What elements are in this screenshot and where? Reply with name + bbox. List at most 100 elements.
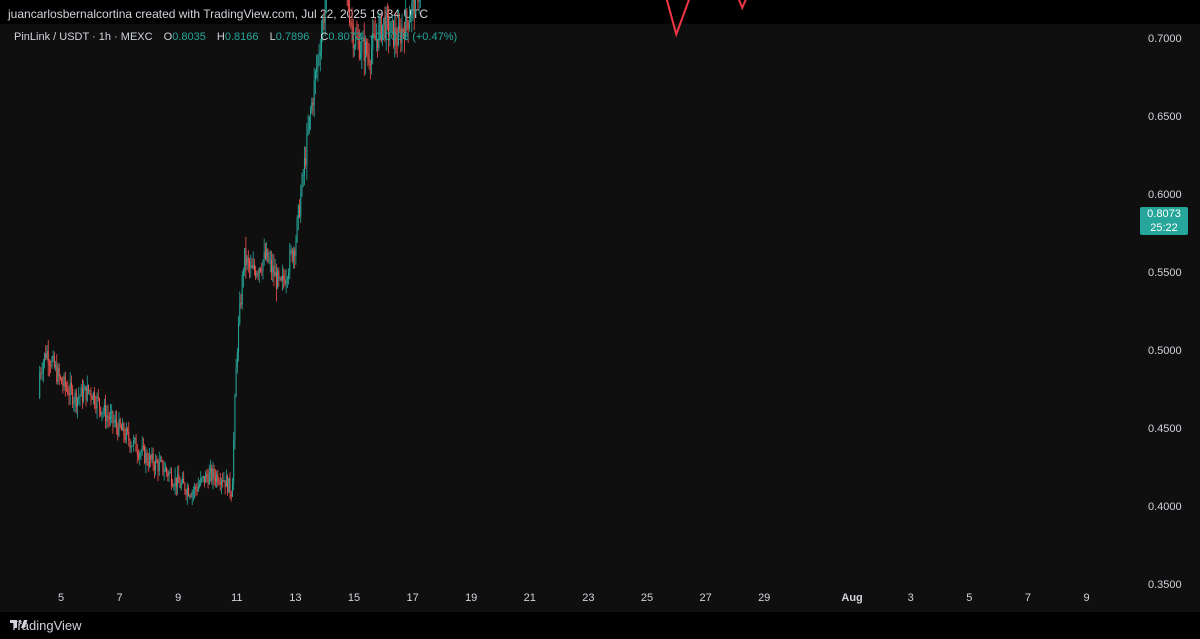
candle-body — [402, 28, 404, 32]
price-tick-label: 0.5500 — [1148, 267, 1182, 279]
candle-body — [79, 396, 81, 398]
candle-body — [136, 451, 138, 455]
last-price-tag: 0.8073 25:22 — [1140, 207, 1188, 235]
candle-body — [312, 102, 314, 105]
candle-body — [92, 392, 94, 401]
candle-body — [118, 419, 120, 436]
close-label: C — [320, 31, 329, 43]
candle-body — [123, 423, 125, 436]
candle-body — [324, 0, 326, 23]
candle-body — [75, 392, 77, 408]
candle-body — [373, 33, 375, 35]
candle-body — [156, 459, 158, 463]
candle-body — [50, 365, 52, 367]
candle-body — [310, 111, 312, 117]
candle-body — [360, 52, 362, 59]
candle-body — [145, 452, 147, 464]
price-axis[interactable]: 1.05001.00000.95000.90000.85000.80000.75… — [1138, 24, 1200, 612]
candle-body — [72, 388, 74, 404]
candle-body — [163, 471, 165, 473]
candle-body — [257, 273, 259, 274]
candle-body — [296, 218, 298, 241]
candle-body — [152, 453, 154, 466]
candle-body — [63, 376, 65, 386]
candle-body — [51, 359, 53, 367]
candle-body — [290, 249, 292, 251]
candle-body — [178, 474, 180, 483]
candle-body — [414, 0, 416, 15]
candle-body — [131, 445, 133, 447]
candle-body — [369, 63, 371, 65]
candle-body — [189, 495, 191, 497]
candle-body — [355, 36, 357, 47]
candle-body — [273, 265, 275, 277]
candle-body — [107, 415, 109, 418]
candle-body — [216, 474, 218, 482]
candle-body — [277, 271, 279, 289]
candle-body — [400, 28, 402, 44]
candle-body — [245, 248, 247, 266]
candle-body — [95, 404, 97, 409]
candle-body — [141, 446, 143, 452]
candle-body — [403, 31, 405, 40]
candle-body — [208, 472, 210, 485]
candle-body — [129, 440, 131, 448]
candle-body — [382, 24, 384, 41]
candle-body — [394, 27, 396, 46]
candle-body — [80, 387, 82, 397]
candle-body — [117, 426, 119, 436]
price-tick-label: 0.4500 — [1148, 423, 1182, 435]
candle-body — [264, 251, 266, 259]
candle-body — [142, 446, 144, 447]
candle-body — [357, 37, 359, 40]
candle-body — [299, 205, 301, 217]
candle-body — [174, 477, 176, 487]
candle-body — [108, 417, 110, 420]
chart-area[interactable] — [0, 24, 1200, 612]
candle-body — [177, 474, 179, 488]
price-tick-label: 0.5000 — [1148, 345, 1182, 357]
candle-body — [251, 265, 253, 269]
candle-body — [390, 21, 392, 33]
low-label: L — [269, 31, 276, 43]
candle-body — [197, 486, 199, 492]
candle-body — [396, 41, 398, 46]
candle-body — [150, 455, 152, 460]
candle-body — [319, 52, 321, 56]
candle-body — [260, 268, 262, 271]
candle-body — [307, 128, 309, 133]
candle-body — [73, 401, 75, 404]
candle-body — [109, 413, 111, 420]
candle-body — [401, 28, 403, 44]
candle-body — [356, 36, 358, 38]
candles — [39, 0, 421, 506]
tradingview-brand[interactable]: TradingView — [10, 618, 82, 633]
candle-body — [146, 452, 148, 463]
candle-body — [46, 351, 48, 359]
candle-body — [367, 53, 369, 56]
candle-body — [288, 272, 290, 279]
candle-body — [289, 250, 291, 273]
candle-body — [53, 355, 55, 368]
candle-body — [283, 275, 285, 280]
candle-body — [318, 55, 320, 57]
time-tick-label: 25 — [640, 592, 654, 604]
candle-body — [278, 271, 280, 279]
candle-body — [358, 39, 360, 59]
candle-body — [62, 383, 64, 386]
candle-body — [220, 480, 222, 485]
candle-body — [383, 18, 385, 25]
symbol-legend: PinLink / USDT · 1h · MEXC O0.8035 H0.81… — [14, 31, 457, 43]
candle-body — [201, 477, 203, 479]
projection-path[interactable] — [584, 0, 919, 38]
candle-body — [285, 279, 287, 285]
price-tick-label: 0.3500 — [1148, 579, 1182, 591]
candle-body — [74, 392, 76, 402]
candle-body — [120, 426, 122, 431]
brand-label: TradingView — [10, 618, 82, 633]
candle-body — [388, 15, 390, 37]
candle-body — [295, 240, 297, 256]
candle-body — [122, 423, 124, 431]
candle-body — [308, 116, 310, 129]
